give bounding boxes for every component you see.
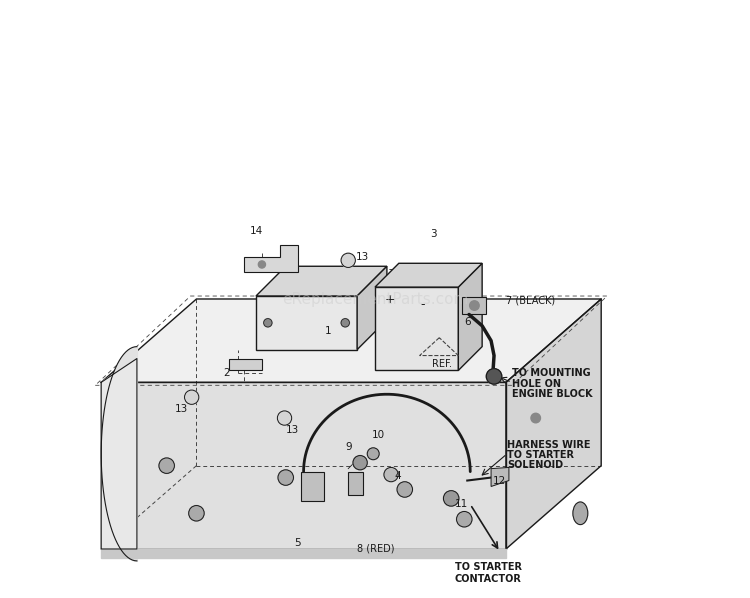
Text: REF.: REF.: [431, 359, 451, 370]
Circle shape: [457, 511, 472, 527]
Circle shape: [189, 505, 204, 521]
Circle shape: [264, 319, 272, 327]
Circle shape: [341, 253, 356, 267]
Text: CONTACTOR: CONTACTOR: [454, 573, 521, 584]
Polygon shape: [230, 359, 262, 370]
Polygon shape: [101, 299, 602, 382]
Polygon shape: [357, 266, 387, 350]
Polygon shape: [375, 263, 482, 287]
Text: TO STARTER: TO STARTER: [454, 562, 521, 572]
Text: 10: 10: [372, 430, 386, 440]
Text: eReplacementParts.com: eReplacementParts.com: [282, 291, 468, 307]
Text: 1: 1: [325, 326, 331, 336]
Text: 6: 6: [464, 316, 471, 327]
Polygon shape: [375, 287, 458, 370]
Text: TO STARTER: TO STARTER: [507, 450, 574, 460]
Circle shape: [397, 482, 412, 497]
Text: 9: 9: [346, 441, 352, 451]
Text: 2: 2: [224, 368, 230, 379]
Text: ENGINE BLOCK: ENGINE BLOCK: [512, 389, 592, 399]
Circle shape: [159, 458, 175, 474]
Polygon shape: [458, 263, 482, 370]
Text: +: +: [385, 292, 395, 306]
Polygon shape: [301, 472, 325, 501]
Polygon shape: [256, 296, 357, 350]
Text: 13: 13: [175, 404, 188, 414]
Text: -: -: [420, 298, 424, 312]
Text: HOLE ON: HOLE ON: [512, 379, 561, 389]
Polygon shape: [256, 266, 387, 296]
Text: 4: 4: [394, 471, 400, 481]
Circle shape: [443, 491, 459, 506]
Text: 14: 14: [250, 225, 263, 236]
Text: 7 (BLACK): 7 (BLACK): [506, 295, 555, 305]
Text: 13: 13: [356, 252, 368, 263]
Circle shape: [470, 301, 479, 310]
Text: 5: 5: [294, 538, 301, 548]
Text: HARNESS WIRE: HARNESS WIRE: [507, 440, 591, 450]
Circle shape: [353, 456, 368, 470]
Text: TO MOUNTING: TO MOUNTING: [512, 368, 590, 379]
Text: 11: 11: [454, 499, 468, 509]
Ellipse shape: [573, 502, 588, 524]
Polygon shape: [244, 245, 298, 272]
Text: 12: 12: [493, 475, 506, 486]
Polygon shape: [101, 382, 506, 549]
Polygon shape: [348, 472, 363, 495]
Circle shape: [531, 413, 541, 423]
Text: 8 (RED): 8 (RED): [357, 544, 395, 554]
Circle shape: [278, 411, 292, 425]
Polygon shape: [463, 297, 486, 314]
Text: SOLENOID: SOLENOID: [507, 460, 563, 470]
Circle shape: [184, 390, 199, 404]
Polygon shape: [101, 549, 506, 558]
Polygon shape: [101, 359, 137, 549]
Circle shape: [368, 448, 380, 460]
Circle shape: [278, 470, 293, 486]
Polygon shape: [506, 299, 602, 549]
Circle shape: [258, 261, 266, 268]
Text: 13: 13: [286, 425, 299, 435]
Circle shape: [486, 368, 502, 384]
Polygon shape: [491, 468, 509, 487]
Text: 3: 3: [430, 228, 436, 239]
Circle shape: [384, 468, 398, 482]
Circle shape: [341, 319, 350, 327]
